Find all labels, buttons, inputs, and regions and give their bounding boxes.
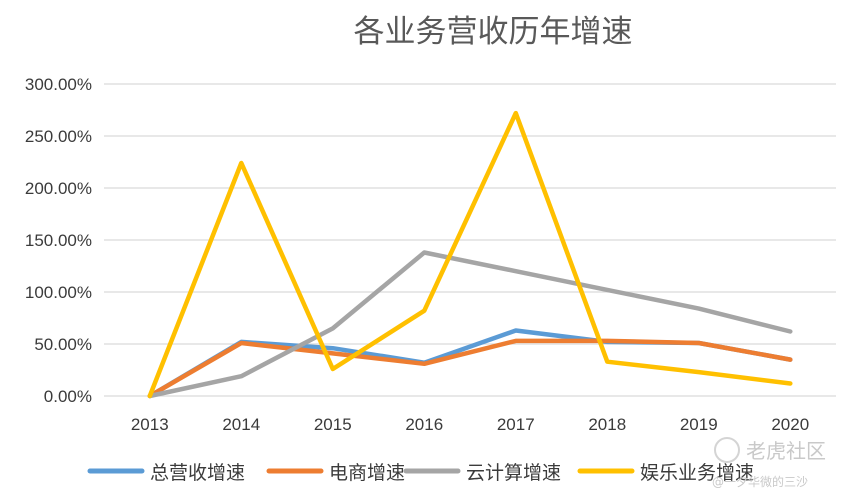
chart-title: 各业务营收历年增速 [354,14,633,50]
legend-label: 云计算增速 [466,462,561,484]
series-line [147,338,793,399]
legend-label: 娱乐业务增速 [640,462,754,484]
x-tick-label: 2017 [497,415,535,434]
y-tick-label: 250.00% [25,127,92,146]
x-axis-tick-labels: 2013 2014 2015 2016 2017 2018 2019 2020 [131,415,809,434]
y-tick-label: 200.00% [25,179,92,198]
gridlines [104,83,836,397]
series-line [147,328,793,399]
y-tick-label: 0.00% [44,387,92,406]
watermark-brand: 老虎社区 [746,439,826,463]
y-tick-label: 100.00% [25,283,92,302]
legend-label: 电商增速 [329,462,405,484]
x-tick-label: 2013 [131,415,169,434]
x-tick-label: 2016 [405,415,443,434]
x-tick-label: 2015 [314,415,352,434]
series-lines [147,110,793,399]
y-tick-label: 50.00% [34,335,92,354]
watermark: 老虎社区 @一夕华微的三沙 [712,437,826,489]
series-line [147,110,793,399]
legend-label: 总营收增速 [150,462,245,484]
y-tick-label: 150.00% [25,231,92,250]
x-tick-label: 2019 [680,415,718,434]
x-tick-label: 2020 [771,415,809,434]
x-tick-label: 2018 [588,415,626,434]
x-tick-label: 2014 [222,415,260,434]
y-tick-label: 300.00% [25,75,92,94]
y-axis-tick-labels: 0.00% 50.00% 100.00% 150.00% 200.00% 250.00% 3… [25,75,92,406]
watermark-handle: @一夕华微的三沙 [712,474,808,489]
tiger-logo-icon [714,437,740,463]
series-line [147,250,793,399]
legend: 总营收增速 电商增速 云计算增速 娱乐业务增速 [87,462,754,484]
